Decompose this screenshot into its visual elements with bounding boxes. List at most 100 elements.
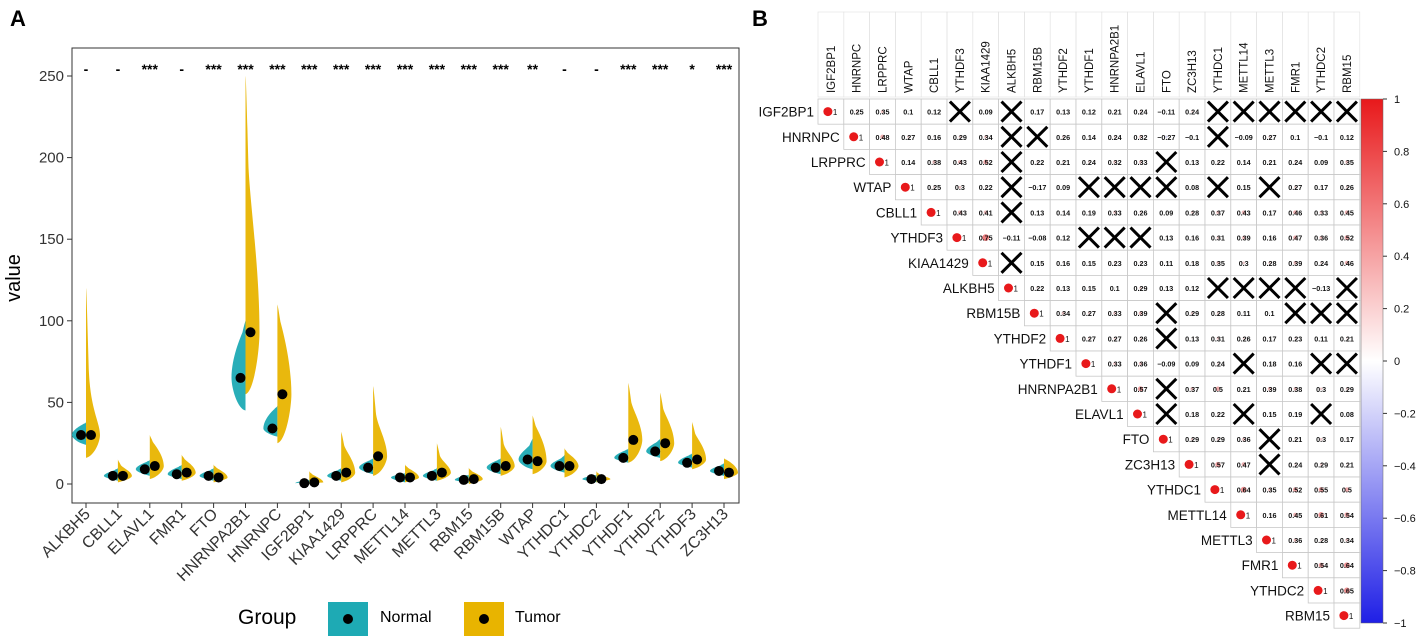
insignificant-cross — [1258, 100, 1281, 123]
correlation-dot — [1319, 538, 1323, 542]
column-header-rbm15: RBM15 — [1342, 55, 1354, 93]
correlation-dot — [1318, 487, 1324, 493]
correlation-dot — [982, 234, 990, 241]
matrix-cell — [1101, 274, 1129, 301]
correlation-dot — [1216, 236, 1220, 239]
cell-value: 0.21 — [1340, 460, 1354, 469]
cell-value: 0.3 — [955, 183, 965, 192]
cell-value: 0.23 — [1134, 259, 1148, 268]
correlation-dot — [1344, 235, 1350, 240]
correlation-dot — [1113, 135, 1116, 138]
correlation-dot — [1216, 337, 1220, 340]
y-tick-label: 100 — [39, 313, 64, 330]
correlation-dot — [932, 186, 936, 189]
cell-value: 1 — [1194, 461, 1199, 470]
correlation-dot — [1191, 161, 1194, 163]
cell-value: 0.29 — [953, 133, 967, 142]
cell-value: 1 — [910, 184, 915, 193]
correlation-dot — [1087, 311, 1091, 315]
cell-value: 0.33 — [1314, 208, 1328, 217]
correlation-dot — [1344, 512, 1350, 518]
insignificant-cross — [1335, 352, 1358, 375]
cell-value: 0.11 — [1160, 259, 1174, 268]
cell-value: 1 — [1014, 285, 1019, 294]
y-axis-label: value — [3, 254, 25, 302]
cell-value: 0.52 — [979, 158, 993, 167]
significance-hnrnpa2b1: *** — [237, 61, 254, 77]
correlation-dot — [1294, 160, 1297, 164]
cell-value: 0.37 — [1211, 208, 1225, 217]
significance-ythdf1: *** — [620, 61, 637, 77]
violin-tumor-ythdf2 — [660, 392, 675, 462]
median-dot-normal-wtap — [522, 454, 533, 465]
self-correlation-dot — [1158, 434, 1168, 444]
insignificant-cross — [1310, 302, 1333, 325]
cell-value: 0.34 — [1056, 309, 1070, 318]
cell-value: 0.12 — [1340, 133, 1354, 142]
correlation-dot — [1191, 337, 1194, 340]
row-label-zc3h13: ZC3H13 — [1125, 457, 1175, 472]
correlation-dot — [1320, 186, 1323, 189]
correlation-dot — [1293, 387, 1298, 391]
correlation-dot — [880, 134, 885, 139]
cell-value: 0.34 — [979, 133, 993, 142]
correlation-dot — [983, 210, 988, 215]
cell-value: 0.14 — [1082, 133, 1096, 142]
median-dot-normal-hnrnpc — [267, 423, 278, 434]
significance-lrpprc: *** — [365, 61, 382, 77]
correlation-dot — [1165, 110, 1168, 113]
correlation-dot — [1294, 337, 1297, 340]
correlation-dot — [1216, 161, 1219, 163]
cell-value: 0.12 — [1185, 284, 1199, 293]
correlation-dot — [1267, 488, 1272, 492]
cell-value: 0.26 — [1340, 183, 1354, 192]
cell-value: 0.13 — [1159, 234, 1173, 243]
correlation-dot — [1165, 135, 1168, 139]
insignificant-cross — [1232, 276, 1255, 300]
correlation-dot — [1062, 287, 1065, 289]
correlation-dot — [1113, 261, 1116, 264]
correlation-dot — [1242, 135, 1245, 138]
cell-value: 0.28 — [1185, 208, 1199, 217]
correlation-dot — [1216, 261, 1220, 265]
x-tick-label-fmr1: FMR1 — [147, 506, 190, 549]
cell-value: 0.36 — [1314, 234, 1328, 243]
correlation-dot — [1345, 538, 1349, 542]
self-correlation-dot — [1081, 359, 1091, 369]
correlation-dot — [1215, 461, 1221, 467]
correlation-dot — [1242, 186, 1245, 189]
cell-value: 0.22 — [1211, 410, 1225, 419]
insignificant-cross — [1000, 176, 1023, 199]
median-dot-tumor-ythdf3 — [692, 454, 703, 465]
median-dot-tumor-alkbh5 — [86, 430, 96, 441]
cell-value: 0.24 — [1288, 460, 1302, 469]
cell-value: 0.23 — [1108, 259, 1122, 268]
cell-value: 0.36 — [1134, 360, 1148, 369]
cell-value: 0.27 — [1108, 334, 1122, 343]
median-dot-tumor-ythdf2 — [660, 438, 671, 449]
legend-title: Group — [238, 606, 296, 629]
cell-value: 0.1 — [1290, 133, 1300, 142]
insignificant-cross — [1000, 251, 1023, 274]
cell-value: 0.14 — [1056, 208, 1070, 217]
cell-value: 0.14 — [1237, 158, 1251, 167]
correlation-dot — [1242, 337, 1245, 340]
correlation-dot — [907, 135, 910, 139]
violin-tumor-lrpprc — [373, 386, 388, 476]
self-correlation-dot — [1184, 459, 1194, 469]
median-dot-tumor-rbm15 — [468, 474, 479, 485]
cell-value: 0.17 — [1314, 183, 1328, 192]
correlation-dot — [1191, 135, 1194, 138]
significance-labels: - - *** - *** *** *** *** *** *** *** *** *** *** ** - -… — [84, 61, 733, 77]
cell-value: 0.39 — [1263, 385, 1277, 394]
correlation-dot — [1216, 210, 1220, 215]
insignificant-cross — [1000, 100, 1023, 123]
median-dot-normal-mettl14 — [395, 472, 405, 483]
cell-value: 0.16 — [1288, 360, 1302, 369]
cell-value: 0.36 — [1237, 435, 1251, 444]
cell-value: 0.18 — [1263, 360, 1277, 369]
cell-value: 0.22 — [1211, 158, 1225, 167]
correlation-dot — [1113, 362, 1117, 366]
self-correlation-dot — [1287, 560, 1297, 570]
cell-value: 0.13 — [1056, 284, 1070, 293]
